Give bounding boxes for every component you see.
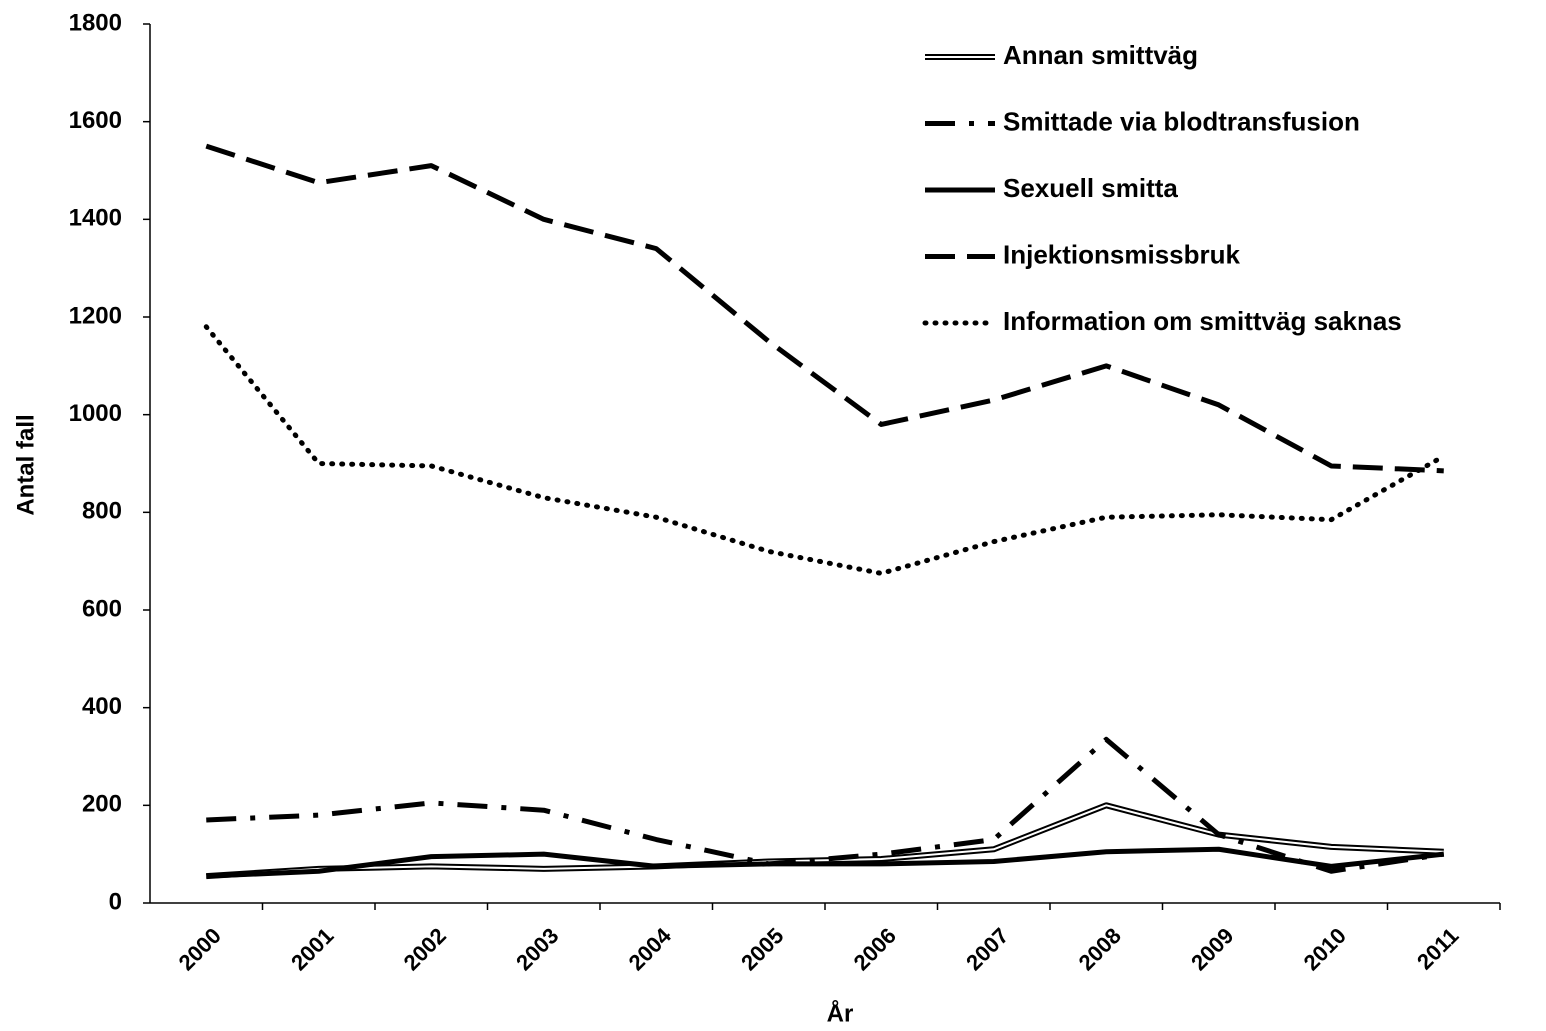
legend-label: Sexuell smitta [1003,173,1178,203]
line-series [203,324,1447,576]
legend-label: Injektionsmissbruk [1003,239,1240,269]
y-axis-label: Antal fall [12,414,39,515]
x-tick-label: 2002 [399,923,451,975]
y-tick-label: 1400 [69,205,122,232]
x-tick-label: 2001 [286,923,338,975]
y-tick-label: 1600 [69,107,122,134]
legend-label: Information om smittväg saknas [1003,306,1402,336]
x-tick-label: 2000 [174,923,226,975]
y-tick-label: 200 [82,791,122,818]
legend-label: Annan smittväg [1003,40,1198,70]
line-series [205,143,1444,474]
y-tick-label: 600 [82,595,122,622]
y-tick-label: 0 [109,888,122,915]
y-tick-label: 1000 [69,400,122,427]
legend-label: Smittade via blodtransfusion [1003,106,1360,136]
y-tick-label: 800 [82,498,122,525]
y-tick-label: 400 [82,693,122,720]
x-tick-label: 2004 [624,922,677,975]
y-tick-label: 1200 [69,302,122,329]
line-series-core [206,804,1444,878]
x-tick-label: 2009 [1186,923,1238,975]
x-tick-label: 2005 [736,923,788,975]
y-tick-label: 1800 [69,9,122,36]
x-tick-label: 2007 [961,923,1013,975]
x-tick-label: 2008 [1074,923,1126,975]
line-series [206,846,1445,879]
x-tick-label: 2006 [849,923,901,975]
x-tick-label: 2003 [511,923,563,975]
x-axis-label: År [827,999,854,1027]
x-tick-label: 2011 [1412,923,1463,974]
x-tick-label: 2010 [1299,923,1351,975]
line-series [206,736,1445,874]
